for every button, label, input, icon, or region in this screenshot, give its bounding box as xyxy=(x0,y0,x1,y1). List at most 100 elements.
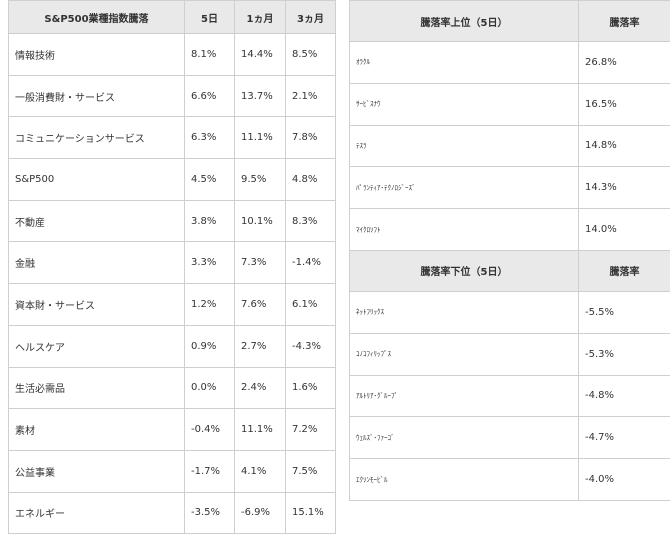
bottom-mover-row: ｱﾙﾄﾘｱ･ｸﾞﾙｰﾌﾟ -4.8% xyxy=(349,374,670,418)
sector-name-cell: ヘルスケア xyxy=(8,324,185,368)
sector-3m-cell: 1.6% xyxy=(285,366,336,410)
sector-row: 金融 3.3% 7.3% -1.4% xyxy=(8,241,336,285)
sector-table-header-5d: 5日 xyxy=(184,0,235,34)
sector-5d-cell: -1.7% xyxy=(184,449,235,493)
sector-1m-cell: -6.9% xyxy=(234,491,286,535)
sector-5d-cell: 8.1% xyxy=(184,33,235,76)
sector-1m-cell: 2.7% xyxy=(234,324,286,368)
top-mover-row: ﾃｽﾗ 14.8% xyxy=(349,124,670,168)
sector-row: 不動産 3.8% 10.1% 8.3% xyxy=(8,199,336,243)
bottom-movers-header-name: 騰落率下位（5日） xyxy=(349,249,579,292)
sector-5d-cell: 0.9% xyxy=(184,324,235,368)
sector-3m-cell: 7.8% xyxy=(285,116,336,160)
sector-3m-cell: 8.5% xyxy=(285,33,336,76)
top-mover-row: ﾊﾟﾗﾝﾃｨｱ･ﾃｸﾉﾛｼﾞｰｽﾞ 14.3% xyxy=(349,166,670,210)
sector-1m-cell: 13.7% xyxy=(234,74,286,118)
sector-row: 一般消費財・サービス 6.6% 13.7% 2.1% xyxy=(8,74,336,118)
sector-3m-cell: 6.1% xyxy=(285,283,336,326)
bottom-movers-header-change: 騰落率 xyxy=(578,249,670,292)
bottom-mover-row: ｳｪﾙｽﾞ･ﾌｧｰｺﾞ -4.7% xyxy=(349,416,670,460)
stock-name-cell: ｴｸｿﾝﾓｰﾋﾞﾙ xyxy=(349,458,579,501)
top-mover-row: ｵﾗｸﾙ 26.8% xyxy=(349,41,670,84)
top-mover-row: ﾏｲｸﾛｿﾌﾄ 14.0% xyxy=(349,208,670,251)
sector-1m-cell: 2.4% xyxy=(234,366,286,410)
sector-5d-cell: 6.3% xyxy=(184,116,235,160)
sector-row: 情報技術 8.1% 14.4% 8.5% xyxy=(8,33,336,76)
sector-1m-cell: 7.6% xyxy=(234,283,286,326)
sector-row: 公益事業 -1.7% 4.1% 7.5% xyxy=(8,449,336,493)
sector-5d-cell: 6.6% xyxy=(184,74,235,118)
sector-5d-cell: 1.2% xyxy=(184,283,235,326)
stock-name-cell: ｻｰﾋﾞｽﾅｳ xyxy=(349,82,579,126)
sector-name-cell: 不動産 xyxy=(8,199,185,243)
sector-row: 素材 -0.4% 11.1% 7.2% xyxy=(8,408,336,451)
sector-name-cell: S&P500 xyxy=(8,158,185,201)
sector-row: 生活必需品 0.0% 2.4% 1.6% xyxy=(8,366,336,410)
stock-name-cell: ﾈｯﾄﾌﾘｯｸｽ xyxy=(349,290,579,334)
bottom-mover-row: ｺﾉｺﾌｨﾘｯﾌﾟｽ -5.3% xyxy=(349,332,670,376)
sector-name-cell: 公益事業 xyxy=(8,449,185,493)
top-movers-header-name: 騰落率上位（5日） xyxy=(349,0,579,42)
sector-table-header-1m: 1ヵ月 xyxy=(234,0,286,34)
sector-1m-cell: 7.3% xyxy=(234,241,286,285)
stock-change-cell: 26.8% xyxy=(578,41,670,84)
stock-name-cell: ｱﾙﾄﾘｱ･ｸﾞﾙｰﾌﾟ xyxy=(349,374,579,418)
sector-table-header-3m: 3ヵ月 xyxy=(285,0,336,34)
stock-change-cell: -4.0% xyxy=(578,458,670,501)
sector-3m-cell: 7.2% xyxy=(285,408,336,451)
sector-5d-cell: 0.0% xyxy=(184,366,235,410)
sector-5d-cell: -0.4% xyxy=(184,408,235,451)
sector-row: ヘルスケア 0.9% 2.7% -4.3% xyxy=(8,324,336,368)
sector-table-header-row: S&P500業種指数騰落 5日 1ヵ月 3ヵ月 xyxy=(8,0,336,34)
sector-name-cell: コミュニケーションサービス xyxy=(8,116,185,160)
sector-5d-cell: 4.5% xyxy=(184,158,235,201)
sector-name-cell: 生活必需品 xyxy=(8,366,185,410)
sector-1m-cell: 11.1% xyxy=(234,408,286,451)
stock-name-cell: ｳｪﾙｽﾞ･ﾌｧｰｺﾞ xyxy=(349,416,579,460)
bottom-mover-row: ｴｸｿﾝﾓｰﾋﾞﾙ -4.0% xyxy=(349,458,670,501)
sector-name-cell: 金融 xyxy=(8,241,185,285)
sector-1m-cell: 4.1% xyxy=(234,449,286,493)
stock-name-cell: ｺﾉｺﾌｨﾘｯﾌﾟｽ xyxy=(349,332,579,376)
movers-table: 騰落率上位（5日） 騰落率 ｵﾗｸﾙ 26.8% ｻｰﾋﾞｽﾅｳ 16.5% ﾃｽﾗ 14… xyxy=(349,0,670,501)
sector-index-table: S&P500業種指数騰落 5日 1ヵ月 3ヵ月 情報技術 8.1% 14.4% 8.5… xyxy=(8,0,336,535)
stock-change-cell: 14.8% xyxy=(578,124,670,168)
stock-name-cell: ﾏｲｸﾛｿﾌﾄ xyxy=(349,208,579,251)
bottom-mover-row: ﾈｯﾄﾌﾘｯｸｽ -5.5% xyxy=(349,290,670,334)
sector-3m-cell: -1.4% xyxy=(285,241,336,285)
sector-5d-cell: 3.8% xyxy=(184,199,235,243)
sector-table-header-name: S&P500業種指数騰落 xyxy=(8,0,185,34)
sector-3m-cell: 4.8% xyxy=(285,158,336,201)
stock-change-cell: -5.3% xyxy=(578,332,670,376)
stock-change-cell: 14.3% xyxy=(578,166,670,210)
sector-3m-cell: -4.3% xyxy=(285,324,336,368)
sector-3m-cell: 2.1% xyxy=(285,74,336,118)
sector-1m-cell: 10.1% xyxy=(234,199,286,243)
sector-row: コミュニケーションサービス 6.3% 11.1% 7.8% xyxy=(8,116,336,160)
bottom-movers-header-row: 騰落率下位（5日） 騰落率 xyxy=(349,249,670,292)
sector-name-cell: 資本財・サービス xyxy=(8,283,185,326)
sector-3m-cell: 8.3% xyxy=(285,199,336,243)
sector-row: 資本財・サービス 1.2% 7.6% 6.1% xyxy=(8,283,336,326)
stock-change-cell: 14.0% xyxy=(578,208,670,251)
sector-5d-cell: -3.5% xyxy=(184,491,235,535)
stock-name-cell: ｵﾗｸﾙ xyxy=(349,41,579,84)
stock-change-cell: -4.7% xyxy=(578,416,670,460)
sector-5d-cell: 3.3% xyxy=(184,241,235,285)
sector-name-cell: 一般消費財・サービス xyxy=(8,74,185,118)
top-movers-header-change: 騰落率 xyxy=(578,0,670,42)
stock-name-cell: ﾃｽﾗ xyxy=(349,124,579,168)
sector-name-cell: エネルギー xyxy=(8,491,185,535)
stock-name-cell: ﾊﾟﾗﾝﾃｨｱ･ﾃｸﾉﾛｼﾞｰｽﾞ xyxy=(349,166,579,210)
sector-row: エネルギー -3.5% -6.9% 15.1% xyxy=(8,491,336,535)
sector-3m-cell: 7.5% xyxy=(285,449,336,493)
sector-row: S&P500 4.5% 9.5% 4.8% xyxy=(8,158,336,201)
stock-change-cell: -5.5% xyxy=(578,290,670,334)
sector-1m-cell: 11.1% xyxy=(234,116,286,160)
stock-change-cell: -4.8% xyxy=(578,374,670,418)
sector-1m-cell: 14.4% xyxy=(234,33,286,76)
sector-name-cell: 素材 xyxy=(8,408,185,451)
top-movers-header-row: 騰落率上位（5日） 騰落率 xyxy=(349,0,670,42)
top-mover-row: ｻｰﾋﾞｽﾅｳ 16.5% xyxy=(349,82,670,126)
sector-3m-cell: 15.1% xyxy=(285,491,336,535)
